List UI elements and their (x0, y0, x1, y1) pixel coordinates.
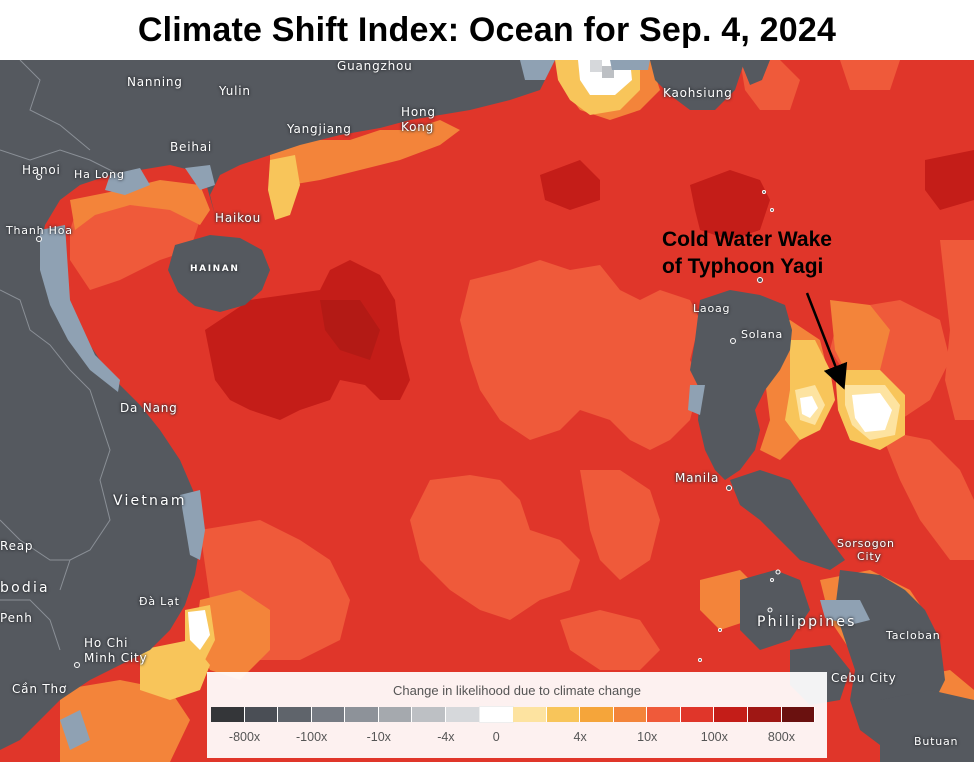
label-solana: Solana (741, 328, 784, 341)
city-dot-manila (726, 485, 732, 491)
map-title: Climate Shift Index: Ocean for Sep. 4, 2… (137, 10, 837, 49)
label-can-tho: Cần Thơ (12, 682, 68, 696)
label-haikou: Haikou (215, 211, 261, 225)
label-nanning: Nanning (127, 75, 183, 89)
label-da-nang: Da Nang (120, 401, 178, 415)
label-kaohsiung: Kaohsiung (663, 86, 733, 100)
legend-swatch-5 (378, 707, 413, 722)
annotation-line-2: of Typhoon Yagi (662, 255, 824, 278)
label-hong-kong-line2: Kong (401, 120, 435, 134)
label-yulin: Yulin (219, 84, 251, 98)
legend-tick-8: 800x (767, 730, 795, 744)
legend-swatch-14 (680, 707, 715, 722)
label-phnom-penh: Penh (0, 611, 33, 625)
label-tacloban: Tacloban (886, 629, 941, 642)
label-beihai: Beihai (170, 140, 213, 154)
legend-swatch-12 (613, 707, 648, 722)
label-sorsogon-line2: City (857, 550, 882, 563)
label-ho-chi-minh-line2: Minh City (84, 651, 148, 665)
city-dot-ho-chi-minh (74, 662, 80, 668)
title-bar: Climate Shift Index: Ocean for Sep. 4, 2… (0, 0, 974, 60)
legend: Change in likelihood due to climate chan… (207, 672, 827, 758)
legend-swatch-10 (546, 707, 581, 722)
legend-tick-7: 100x (700, 730, 728, 744)
label-da-lat: Đà Lạt (139, 595, 180, 608)
label-hong-kong-line1: Hong (401, 105, 436, 119)
legend-swatch-1 (244, 707, 279, 722)
legend-swatch-4 (345, 707, 379, 722)
label-philippines: Philippines (757, 614, 857, 630)
legend-swatch-3 (311, 707, 346, 722)
label-hainan: HAINAN (190, 264, 240, 274)
city-dot-hanoi (36, 174, 42, 180)
city-dot-thanh-hoa (36, 236, 42, 242)
legend-swatch-6 (412, 707, 446, 722)
label-laoag: Laoag (693, 302, 731, 315)
legend-tick-6: 10x (637, 730, 658, 744)
city-dot-solana (730, 338, 736, 344)
legend-swatch-7 (445, 707, 480, 722)
island-specks (698, 190, 781, 662)
cold-wake (188, 60, 900, 650)
label-guangzhou: Guangzhou (337, 60, 413, 73)
legend-tick-4: 0 (492, 730, 500, 744)
legend-tick-labels: -800x -100x -10x -4x 0 4x 10x 100x 800x (211, 730, 815, 746)
legend-swatch-8 (478, 706, 515, 723)
label-cambodia: bodia (0, 580, 50, 596)
legend-swatch-16 (748, 707, 782, 722)
legend-swatch-13 (647, 707, 681, 722)
label-hanoi: Hanoi (22, 163, 61, 177)
legend-swatch-17 (781, 707, 816, 722)
map-view[interactable]: Guangzhou Nanning Yulin Kaohsiung Hong K… (0, 60, 974, 762)
label-sorsogon-line1: Sorsogon (837, 537, 895, 550)
label-butuan: Butuan (914, 735, 959, 748)
borders (0, 60, 121, 651)
label-ho-chi-minh-line1: Ho Chi (84, 636, 129, 650)
label-cebu-city: Cebu City (831, 671, 897, 685)
legend-tick-0: -800x (228, 730, 261, 744)
dark-red-patches (205, 150, 974, 420)
orange-red-patches (70, 60, 974, 670)
label-reap: Reap (0, 539, 34, 553)
label-yangjiang: Yangjiang (287, 122, 352, 136)
label-manila: Manila (675, 471, 720, 485)
no-data-coast (40, 60, 870, 750)
legend-swatch-0 (211, 707, 245, 722)
label-vietnam: Vietnam (113, 493, 187, 509)
map-base (0, 60, 974, 762)
typhoon-annotation: Cold Water Wake of Typhoon Yagi (662, 226, 832, 280)
legend-tick-1: -100x (296, 730, 328, 744)
legend-color-scale (211, 706, 816, 723)
legend-swatch-2 (278, 707, 312, 722)
legend-title: Change in likelihood due to climate chan… (393, 683, 641, 698)
legend-swatch-9 (513, 707, 547, 722)
annotation-line-1: Cold Water Wake (662, 228, 832, 251)
legend-tick-5: 4x (573, 730, 587, 744)
legend-swatch-11 (580, 707, 614, 722)
legend-tick-3: -4x (437, 730, 455, 744)
legend-tick-2: -10x (366, 730, 391, 744)
legend-swatch-15 (714, 707, 748, 722)
label-thanh-hoa: Thanh Hoa (6, 224, 73, 237)
label-ha-long: Ha Long (74, 168, 125, 181)
